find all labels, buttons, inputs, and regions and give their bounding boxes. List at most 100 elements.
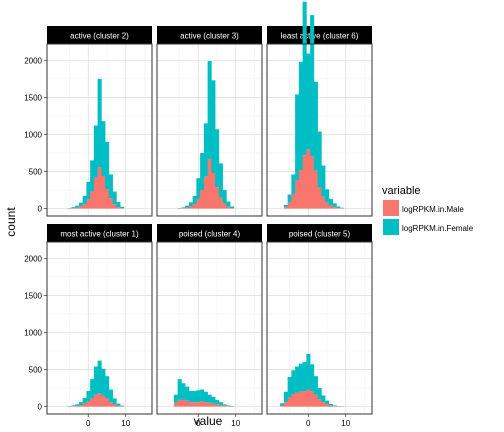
bar-female — [291, 174, 296, 195]
x-tick-label: 10 — [231, 419, 240, 428]
bar-male — [313, 170, 318, 209]
bar-male — [321, 196, 326, 209]
bar-male — [90, 191, 95, 209]
bar-male — [86, 199, 91, 209]
bar-male — [291, 393, 296, 407]
bar-female — [222, 404, 227, 406]
bar-male — [97, 393, 102, 407]
bar-female — [295, 94, 300, 181]
bar-female — [302, 1, 307, 156]
bar-female — [317, 388, 322, 400]
bar-female — [295, 366, 300, 393]
bar-male — [196, 402, 201, 407]
x-tick-label: 0 — [86, 419, 91, 428]
y-tick-label: 0 — [38, 205, 43, 214]
bar-female — [181, 207, 186, 209]
facet-title: poised (cluster 4) — [179, 230, 241, 239]
bar-female — [313, 81, 318, 171]
panel-border — [266, 43, 373, 217]
facet-title: poised (cluster 5) — [289, 230, 351, 239]
bar-female — [192, 195, 197, 205]
bar-male — [200, 190, 205, 209]
bar-female — [203, 391, 208, 403]
bar-female — [207, 61, 212, 159]
bar-female — [200, 152, 205, 191]
panel-border — [46, 241, 153, 415]
bar-male — [192, 204, 197, 209]
bar-male — [321, 402, 326, 407]
facet-strip — [47, 224, 152, 242]
y-tick-label: 500 — [29, 366, 43, 375]
bar-female — [222, 190, 227, 204]
bar-male — [211, 173, 216, 209]
bar-male — [101, 395, 106, 407]
bar-male — [93, 177, 98, 209]
facet-title: active (cluster 3) — [180, 32, 239, 41]
bar-male — [203, 402, 208, 407]
bar-female — [82, 195, 87, 205]
bar-female — [328, 403, 333, 406]
panel-border — [266, 241, 373, 415]
bar-female — [192, 391, 197, 403]
bar-male — [93, 394, 98, 407]
bar-male — [310, 391, 315, 407]
bar-male — [230, 207, 235, 209]
bar-female — [120, 405, 125, 407]
facet-title: active (cluster 2) — [70, 32, 129, 41]
bar-female — [116, 403, 121, 406]
bar-female — [185, 386, 190, 401]
bar-male — [295, 180, 300, 209]
bar-male — [185, 207, 190, 209]
bar-female — [75, 205, 80, 208]
bar-female — [226, 405, 231, 407]
bar-male — [295, 392, 300, 407]
bar-female — [90, 160, 95, 192]
bar-male — [173, 402, 178, 407]
bar-female — [302, 362, 307, 392]
bar-male — [211, 403, 216, 407]
bar-male — [328, 205, 333, 209]
legend-title: variable — [382, 185, 421, 197]
bar-male — [302, 391, 307, 407]
bar-male — [116, 405, 121, 407]
bar-male — [108, 402, 113, 407]
bar-male — [75, 405, 80, 407]
bar-female — [101, 121, 106, 176]
bar-female — [105, 376, 110, 399]
bar-male — [218, 197, 223, 209]
bar-female — [298, 363, 303, 392]
bar-female — [306, 353, 311, 390]
panel-background — [157, 242, 262, 414]
bar-female — [332, 203, 337, 208]
bar-female — [317, 131, 322, 188]
bar-female — [313, 376, 318, 395]
bar-female — [283, 391, 288, 403]
facet-panel: active (cluster 3) — [156, 26, 263, 217]
x-tick-label: 0 — [196, 419, 201, 428]
bar-female — [108, 174, 113, 199]
bar-male — [325, 202, 330, 209]
bar-male — [97, 167, 102, 209]
bar-female — [211, 396, 216, 404]
bar-female — [173, 394, 178, 403]
bar-male — [108, 198, 113, 209]
bar-male — [188, 206, 193, 209]
bar-female — [82, 398, 87, 404]
bar-female — [105, 141, 110, 190]
bar-female — [181, 383, 186, 400]
bar-female — [120, 206, 125, 209]
bar-female — [336, 206, 341, 208]
bar-female — [196, 390, 201, 403]
bar-female — [101, 368, 106, 396]
bar-male — [192, 402, 197, 407]
bar-female — [283, 204, 288, 208]
bar-male — [317, 399, 322, 407]
bar-male — [207, 158, 212, 209]
bar-male — [86, 401, 91, 407]
bar-male — [222, 203, 227, 209]
bar-female — [108, 389, 113, 403]
bar-male — [207, 402, 212, 407]
bar-female — [207, 394, 212, 403]
bar-male — [82, 204, 87, 209]
bar-female — [325, 189, 330, 203]
